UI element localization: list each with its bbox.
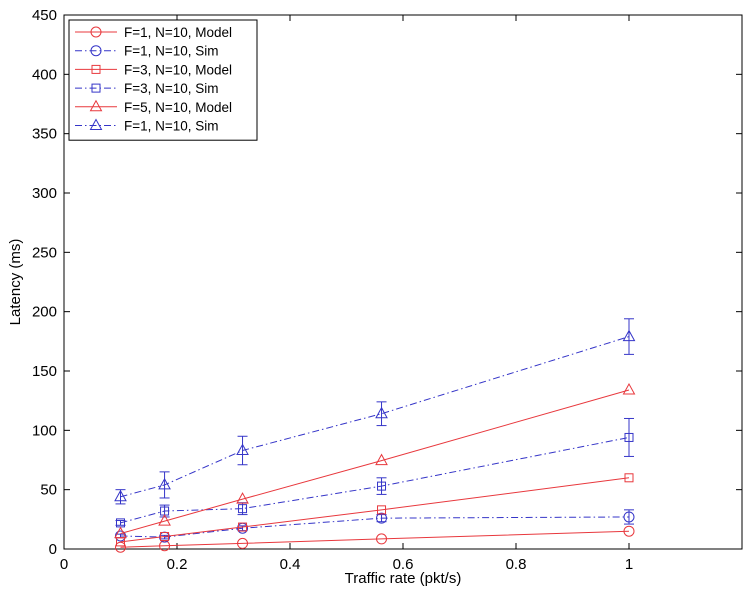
data-point [623,525,635,537]
series-6 [114,318,636,505]
x-tick-label: 1 [625,556,633,573]
error-bar [376,477,387,495]
data-point [376,533,388,545]
x-tick-label: 0.8 [506,556,527,573]
y-tick-label: 50 [40,482,57,499]
legend-entry: F=1, N=10, Sim [75,44,219,59]
legend-marker [91,64,101,74]
error-bar [115,489,126,505]
data-point [238,522,248,532]
data-point [622,382,636,395]
series-4 [115,417,634,528]
data-point [624,473,634,483]
legend-entry: F=1, N=10, Sim [75,118,219,134]
y-tick-label: 100 [32,422,57,439]
series-line [120,389,630,535]
axes: 0 0.2 0.4 0.6 0.8 1 0 50 100 150 200 250 300 350 400 45… [32,7,742,573]
error-bar [624,318,634,355]
legend-label: F=1, N=10, Model [124,25,232,40]
x-tick-label: 0.4 [280,556,301,573]
y-tick-label: 400 [32,66,57,83]
x-axis-title: Traffic rate (pkt/s) [345,570,462,587]
legend-label: F=1, N=10, Sim [124,119,219,134]
legend-entry: F=1, N=10, Model [75,25,232,40]
legend-marker [90,26,102,38]
legend-marker [91,83,101,93]
data-point [377,481,387,491]
legend-label: F=3, N=10, Model [124,62,232,77]
legend-label: F=3, N=10, Sim [124,81,219,96]
error-bar [376,401,387,427]
series-line [120,436,630,524]
series-layer [114,318,636,553]
data-point [623,511,635,523]
data-point [237,537,249,549]
data-point [115,541,126,553]
data-point [158,514,171,526]
error-bar [159,471,170,499]
y-axis-title: Latency (ms) [7,239,24,326]
data-point [236,492,249,504]
series-line [120,477,630,543]
y-tick-label: 350 [32,126,57,143]
y-tick-label: 250 [32,244,57,261]
legend-marker [90,45,102,57]
data-point [622,329,636,342]
legend-label: F=1, N=10, Sim [124,44,219,59]
error-bar [115,520,126,526]
x-tick-label: 0.6 [393,556,414,573]
y-tick-label: 300 [32,185,57,202]
data-point [158,477,171,490]
data-point [377,505,387,515]
data-point [376,512,388,524]
data-point [114,489,127,502]
error-bar [237,435,248,466]
data-point [375,453,388,466]
error-bar [624,417,634,457]
data-point [624,432,634,442]
data-point [236,443,249,456]
series-5 [114,382,636,539]
y-tick-label: 200 [32,304,57,321]
legend-box [68,19,258,141]
series-line [120,530,630,548]
x-tick-label: 0.2 [167,556,188,573]
data-point [160,532,170,542]
data-point [375,406,388,419]
legend: F=1, N=10, Model F=1, N=10, Sim F=3, N=10,… [68,19,258,141]
y-tick-label: 150 [32,363,57,380]
legend-entry: F=3, N=10, Sim [75,81,219,96]
legend-marker [89,99,103,112]
y-tick-label: 0 [49,541,57,558]
data-point [114,526,127,539]
legend-marker [89,118,103,130]
series-3 [116,473,634,547]
error-bar [159,534,170,540]
series-1 [115,525,635,553]
legend-entry: F=5, N=10, Model [75,99,232,115]
legend-label: F=5, N=10, Model [124,100,232,115]
legend-entry: F=3, N=10, Model [75,62,232,77]
data-point [238,504,248,514]
y-tick-label: 450 [32,7,57,24]
x-tick-label: 0 [60,556,68,573]
